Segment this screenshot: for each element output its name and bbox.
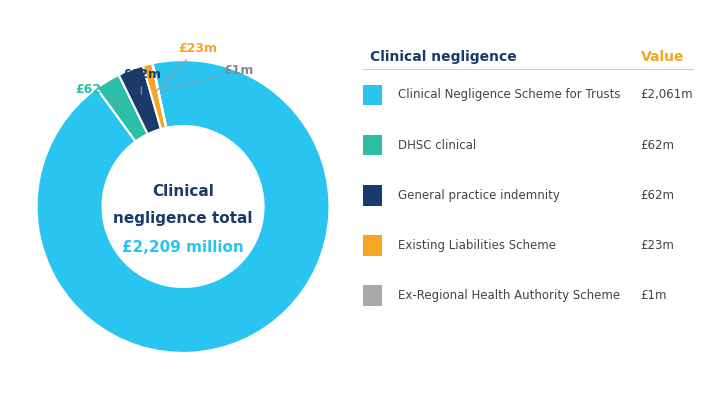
Text: DHSC clinical: DHSC clinical <box>398 139 476 152</box>
Text: Existing Liabilities Scheme: Existing Liabilities Scheme <box>398 239 555 252</box>
Wedge shape <box>119 66 161 134</box>
Text: £23m: £23m <box>156 42 217 91</box>
Text: £62m: £62m <box>641 139 674 152</box>
Text: Clinical: Clinical <box>152 184 214 199</box>
Text: £1m: £1m <box>641 289 667 302</box>
Text: Clinical Negligence Scheme for Trusts: Clinical Negligence Scheme for Trusts <box>398 88 620 102</box>
Text: £2,061m: £2,061m <box>641 88 693 102</box>
FancyBboxPatch shape <box>363 285 382 306</box>
Text: negligence total: negligence total <box>113 211 253 226</box>
Text: £62m: £62m <box>122 68 161 94</box>
Text: General practice indemnity: General practice indemnity <box>398 189 560 202</box>
Text: £23m: £23m <box>641 239 674 252</box>
Text: £62m: £62m <box>641 189 674 202</box>
Wedge shape <box>96 75 148 141</box>
Text: £2,209 million: £2,209 million <box>122 240 244 255</box>
FancyBboxPatch shape <box>363 85 382 105</box>
Text: Value: Value <box>641 50 684 64</box>
Text: £1m: £1m <box>161 64 254 91</box>
Text: £62m: £62m <box>76 83 120 105</box>
Wedge shape <box>37 60 329 353</box>
FancyBboxPatch shape <box>363 185 382 206</box>
Text: Ex-Regional Health Authority Scheme: Ex-Regional Health Authority Scheme <box>398 289 620 302</box>
Wedge shape <box>143 63 166 129</box>
Text: £2,061m: £2,061m <box>152 328 220 342</box>
Text: Clinical negligence: Clinical negligence <box>370 50 516 64</box>
Wedge shape <box>152 63 166 128</box>
FancyBboxPatch shape <box>363 235 382 256</box>
FancyBboxPatch shape <box>363 135 382 155</box>
